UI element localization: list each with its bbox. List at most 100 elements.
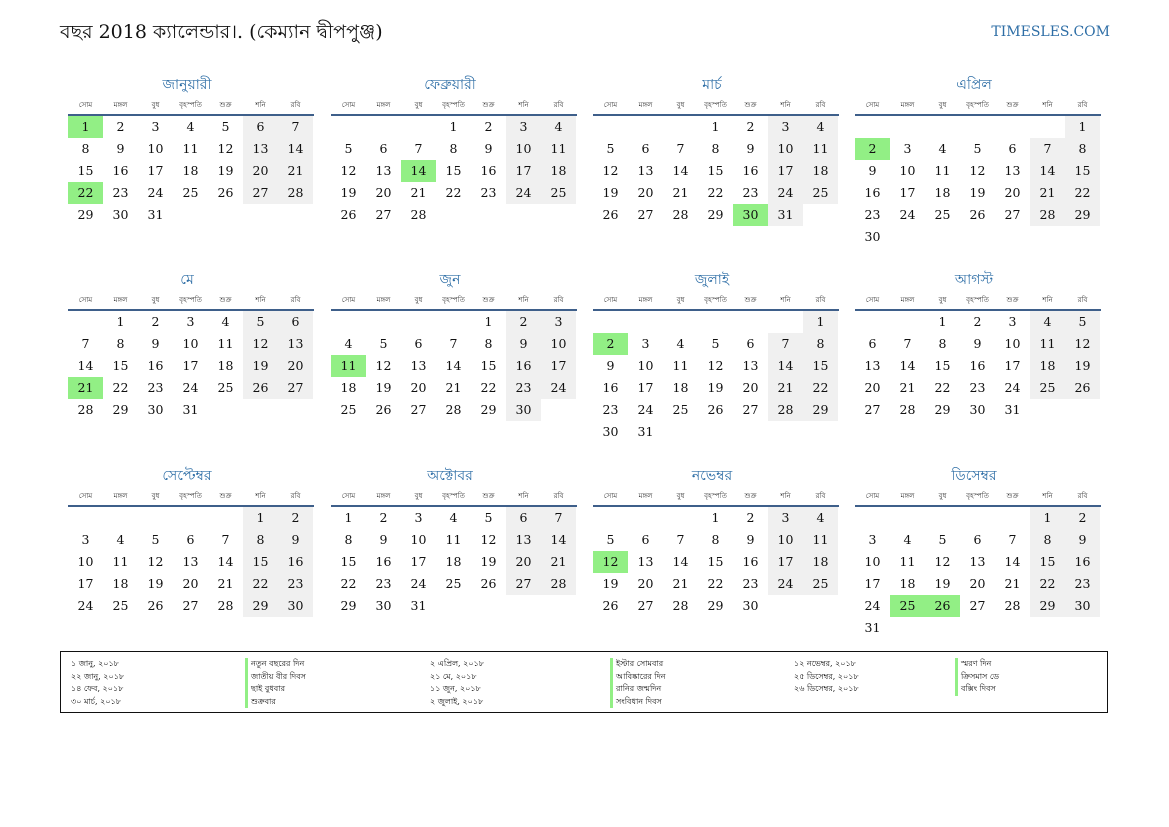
- legend-date: ২৫ ডিসেম্বর, ২০১৮: [794, 671, 859, 681]
- day-cell: 22: [68, 182, 103, 204]
- empty-cell: [331, 311, 366, 333]
- weekday-label: মঙ্গল: [113, 101, 128, 109]
- week-row: 10 11 12 13 14 15 16: [855, 551, 1101, 573]
- day-cell: 20: [969, 576, 986, 591]
- week-row: 8 9 10 11 12 13 14: [68, 138, 314, 160]
- weekday-label: শনি: [780, 492, 791, 500]
- day-cell: 15: [445, 163, 462, 178]
- day-cell: 27: [278, 377, 313, 399]
- day-cell: 14: [899, 358, 916, 373]
- day-cell: 16: [1065, 551, 1100, 573]
- day-cell: 19: [217, 163, 234, 178]
- week-row: 10 11 12 13 14 15 16: [68, 551, 314, 573]
- weekday-label: সোম: [341, 296, 356, 304]
- day-cell: 31: [768, 204, 803, 226]
- day-cell: 6: [414, 336, 423, 351]
- day-cell: 15: [1065, 160, 1100, 182]
- day-cell: 25: [672, 402, 689, 417]
- day-cell: 9: [868, 163, 877, 178]
- week-row: 17 18 19 20 21 22 23: [68, 573, 314, 595]
- month-block: এপ্রিল সোম মঙ্গল বুধ বৃহস্পতি শুক্র শনি রবি 1 2 3 4…: [855, 74, 1101, 248]
- day-cell: 9: [151, 336, 160, 351]
- month-block: জানুয়ারী সোম মঙ্গল বুধ বৃহস্পতি শুক্র শনি রবি 1…: [68, 74, 314, 226]
- month-name: মে: [180, 272, 194, 288]
- day-cell: 25: [112, 598, 129, 613]
- month-name: মার্চ: [702, 77, 722, 93]
- day-cell: 22: [1065, 182, 1100, 204]
- day-cell: 22: [1030, 573, 1065, 595]
- day-cell: 23: [742, 185, 759, 200]
- legend-name-column: স্মরণ দিন ক্রিসমাস ডে বক্সিং দিবস: [955, 658, 999, 696]
- day-cell: 16: [742, 163, 759, 178]
- empty-cell: [593, 116, 628, 138]
- empty-cell: [733, 421, 768, 443]
- empty-cell: [208, 507, 243, 529]
- day-cell: 2: [506, 311, 541, 333]
- empty-cell: [925, 116, 960, 138]
- day-cell: 11: [803, 138, 838, 160]
- week-row: 19 20 21 22 23 24 25: [593, 182, 839, 204]
- day-cell: 13: [637, 163, 654, 178]
- day-cell: 27: [410, 402, 427, 417]
- day-cell: 12: [593, 551, 628, 573]
- day-cell: 19: [480, 554, 497, 569]
- day-cell: 6: [243, 116, 278, 138]
- day-cell: 20: [182, 576, 199, 591]
- day-cell: 8: [484, 336, 493, 351]
- day-cell: 15: [340, 554, 357, 569]
- empty-cell: [103, 507, 138, 529]
- week-row: 6 7 8 9 10 11 12: [855, 333, 1101, 355]
- empty-cell: [960, 226, 995, 248]
- day-cell: 25: [182, 185, 199, 200]
- day-cell: 18: [445, 554, 462, 569]
- day-cell: 15: [707, 554, 724, 569]
- weekday-label: সোম: [78, 296, 93, 304]
- day-cell: 10: [864, 554, 881, 569]
- empty-cell: [663, 311, 698, 333]
- day-cell: 13: [375, 163, 392, 178]
- empty-cell: [593, 507, 628, 529]
- day-cell: 21: [1004, 576, 1021, 591]
- day-cell: 13: [506, 529, 541, 551]
- weekday-label: রবি: [815, 296, 826, 304]
- day-cell: 23: [742, 576, 759, 591]
- weekday-label: বৃহস্পতি: [966, 492, 989, 500]
- day-cell: 9: [116, 141, 125, 156]
- legend-holiday-name: রানির জন্মদিন: [610, 683, 666, 696]
- day-cell: 17: [864, 576, 881, 591]
- day-cell: 15: [803, 355, 838, 377]
- day-cell: 5: [1065, 311, 1100, 333]
- legend-date: ২১ মে, ২০১৮: [430, 671, 477, 681]
- weekday-label: বুধ: [151, 101, 160, 109]
- day-cell: 4: [803, 116, 838, 138]
- site-link[interactable]: TIMESLES.COM: [991, 24, 1110, 40]
- day-cell: 25: [217, 380, 234, 395]
- day-cell: 11: [445, 532, 462, 547]
- day-cell: 16: [147, 358, 164, 373]
- day-cell: 8: [449, 141, 458, 156]
- day-cell: 29: [480, 402, 497, 417]
- day-cell: 6: [973, 532, 982, 547]
- weekday-label: শুক্র: [482, 296, 495, 304]
- day-cell: 9: [278, 529, 313, 551]
- empty-cell: [541, 595, 576, 617]
- month-name: আগস্ট: [954, 272, 994, 288]
- day-cell: 27: [742, 402, 759, 417]
- weekday-label: মঙ্গল: [638, 101, 653, 109]
- day-cell: 8: [344, 532, 353, 547]
- week-row: 5 6 7 8 9 10 11: [593, 529, 839, 551]
- day-cell: 13: [182, 554, 199, 569]
- day-cell: 23: [969, 380, 986, 395]
- day-cell: 29: [934, 402, 951, 417]
- day-cell: 26: [340, 207, 357, 222]
- legend-date-column: ১২ নভেম্বর, ২০১৮ ২৫ ডিসেম্বর, ২০১৮ ২৬ ডিসে…: [794, 658, 859, 696]
- empty-cell: [278, 204, 313, 226]
- weekday-label: বৃহস্পতি: [179, 492, 202, 500]
- day-cell: 15: [934, 358, 951, 373]
- day-cell: 4: [803, 507, 838, 529]
- day-cell: 20: [410, 380, 427, 395]
- day-cell: 21: [445, 380, 462, 395]
- day-cell: 17: [541, 355, 576, 377]
- weekday-label: বুধ: [676, 296, 685, 304]
